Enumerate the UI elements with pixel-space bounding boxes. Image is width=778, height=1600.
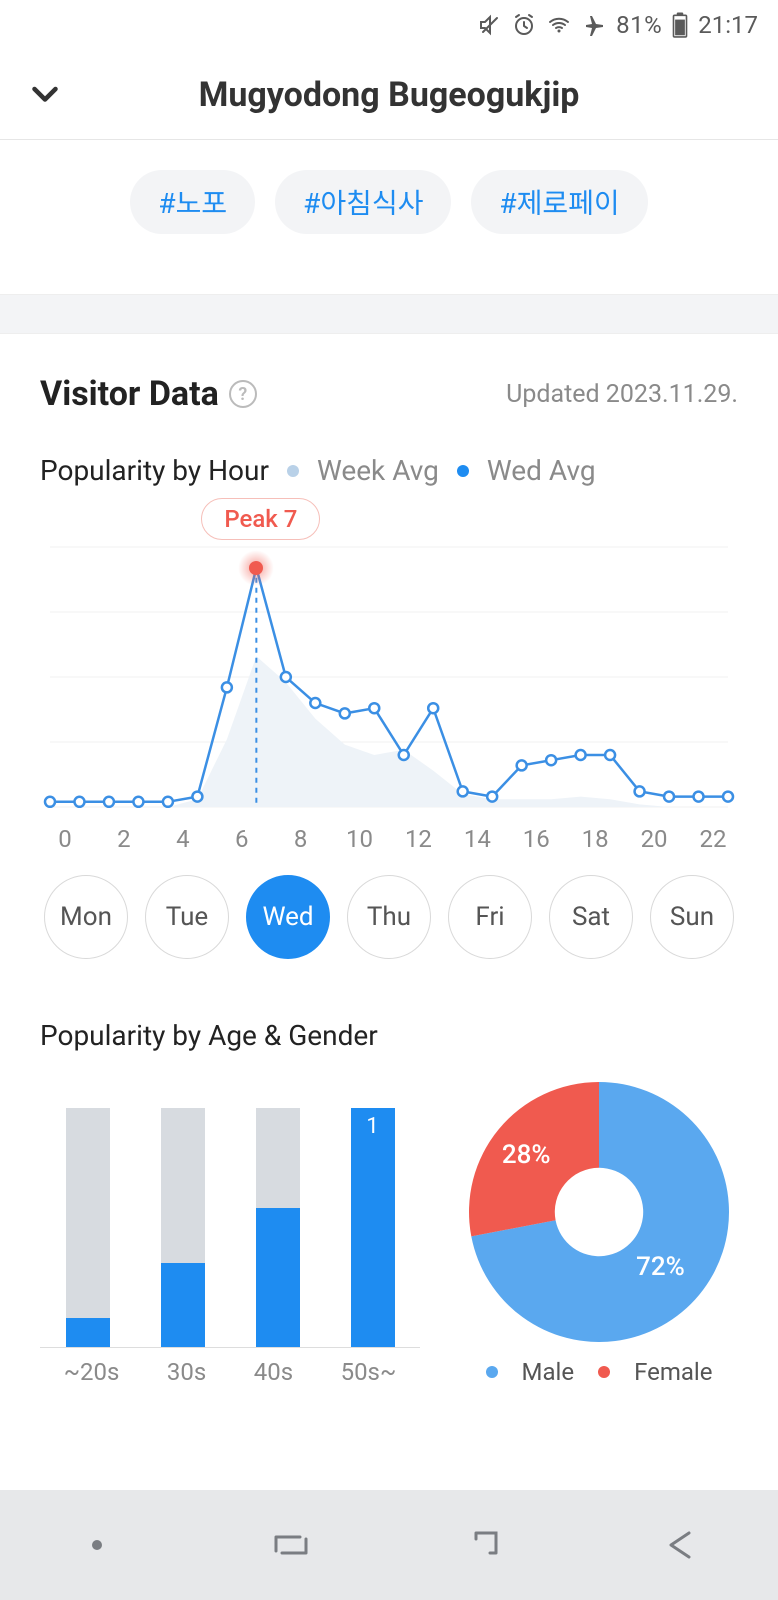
gender-donut-chart: 72% 28% Male Female xyxy=(460,1082,738,1386)
hashtag-chip[interactable]: #노포 xyxy=(130,170,255,234)
hour-tick: 10 xyxy=(335,825,385,853)
page-title: Mugyodong Bugeogukjip xyxy=(20,75,758,115)
day-button-thu[interactable]: Thu xyxy=(347,875,431,959)
hour-tick: 8 xyxy=(276,825,326,853)
age-bar-label: 30s xyxy=(167,1358,206,1386)
updated-text: Updated 2023.11.29. xyxy=(506,380,738,409)
age-bar xyxy=(66,1108,110,1347)
popularity-hour-chart: Peak 7 xyxy=(40,517,738,817)
mute-icon xyxy=(478,13,502,37)
day-button-wed[interactable]: Wed xyxy=(246,875,330,959)
age-gender-title: Popularity by Age & Gender xyxy=(40,1019,378,1052)
hashtag-chip[interactable]: #제로페이 xyxy=(471,170,647,234)
donut-legend-label: Male xyxy=(522,1358,575,1386)
day-button-sat[interactable]: Sat xyxy=(549,875,633,959)
airplane-icon xyxy=(582,13,606,37)
age-bar: 1 xyxy=(351,1108,395,1347)
battery-icon xyxy=(672,12,688,38)
hashtag-chip[interactable]: #아침식사 xyxy=(275,170,451,234)
hour-tick: 6 xyxy=(217,825,267,853)
recent-apps-button[interactable] xyxy=(262,1515,322,1575)
legend-dot-wed xyxy=(457,465,469,477)
donut-slice-label: 28% xyxy=(502,1140,551,1170)
hour-tick: 18 xyxy=(570,825,620,853)
hour-tick: 2 xyxy=(99,825,149,853)
alarm-icon xyxy=(512,13,536,37)
age-bar xyxy=(256,1108,300,1347)
clock-text: 21:17 xyxy=(698,11,758,39)
home-button[interactable] xyxy=(456,1515,516,1575)
hour-tick: 20 xyxy=(629,825,679,853)
hour-tick: 4 xyxy=(158,825,208,853)
hour-tick: 14 xyxy=(452,825,502,853)
age-bar-chart: 1 ~20s 30s 40s 50s~ xyxy=(40,1108,420,1386)
section-title: Visitor Data xyxy=(40,374,219,414)
day-button-sun[interactable]: Sun xyxy=(650,875,734,959)
legend-dot-week xyxy=(287,465,299,477)
day-button-mon[interactable]: Mon xyxy=(44,875,128,959)
day-selector: MonTueWedThuFriSatSun xyxy=(40,875,738,959)
hour-chart-title: Popularity by Hour xyxy=(40,454,269,487)
hour-tick: 0 xyxy=(40,825,90,853)
help-icon[interactable]: ? xyxy=(229,380,257,408)
donut-legend-label: Female xyxy=(634,1358,712,1386)
hour-tick: 16 xyxy=(511,825,561,853)
legend-dot-icon xyxy=(598,1366,610,1378)
peak-badge: Peak 7 xyxy=(201,498,320,540)
app-header: Mugyodong Bugeogukjip xyxy=(0,50,778,140)
section-divider xyxy=(0,294,778,334)
day-button-tue[interactable]: Tue xyxy=(145,875,229,959)
wifi-icon xyxy=(546,13,572,37)
android-navbar xyxy=(0,1490,778,1600)
hour-tick: 12 xyxy=(393,825,443,853)
age-bar-label: 50s~ xyxy=(341,1358,397,1386)
status-bar: 81% 21:17 xyxy=(0,0,778,50)
hour-tick: 22 xyxy=(688,825,738,853)
peak-dot-core-icon xyxy=(249,561,263,575)
battery-percent: 81% xyxy=(616,11,662,39)
day-button-fri[interactable]: Fri xyxy=(448,875,532,959)
age-bar-label: 40s xyxy=(254,1358,293,1386)
age-bar-label: ~20s xyxy=(64,1358,120,1386)
legend-label-week: Week Avg xyxy=(317,454,439,487)
donut-slice-label: 72% xyxy=(636,1252,685,1282)
back-button[interactable] xyxy=(651,1515,711,1575)
hour-axis-labels: 02468 10 12 14 16 18 20 22 xyxy=(40,817,738,853)
hashtag-row: #노포 #아침식사 #제로페이 xyxy=(0,140,778,294)
legend-label-wed: Wed Avg xyxy=(487,454,596,487)
visitor-data-section: Visitor Data ? Updated 2023.11.29. Popul… xyxy=(0,334,778,1386)
legend-dot-icon xyxy=(486,1366,498,1378)
nav-dot-icon xyxy=(67,1515,127,1575)
age-bar xyxy=(161,1108,205,1347)
